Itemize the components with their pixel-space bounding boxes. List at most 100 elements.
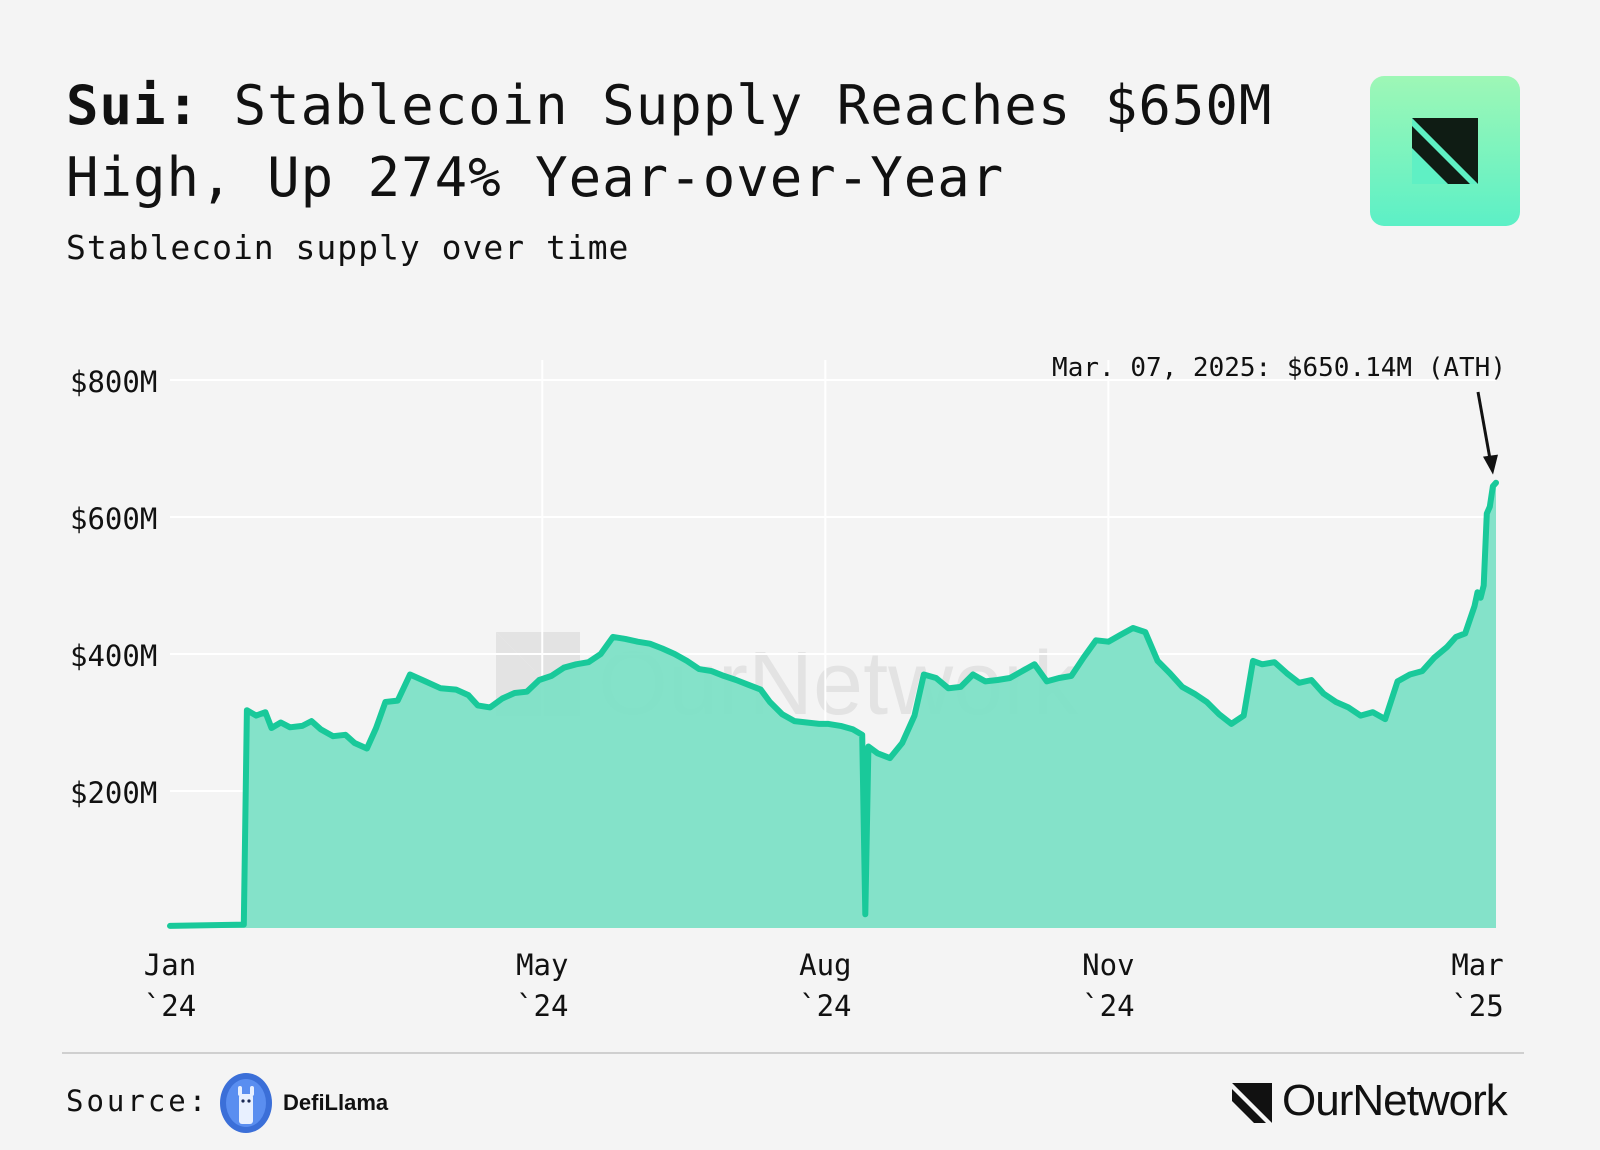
data-point (945, 685, 952, 691)
data-point (911, 713, 918, 719)
data-point (1031, 661, 1038, 667)
data-point (244, 707, 250, 713)
data-point (887, 755, 893, 761)
data-point (1056, 675, 1062, 681)
data-point (779, 711, 785, 717)
data-point (647, 641, 653, 647)
data-point (865, 743, 872, 750)
data-point (1019, 668, 1025, 674)
data-point (1179, 684, 1185, 690)
data-point (330, 733, 336, 739)
data-point (1191, 691, 1198, 697)
x-axis-ticks: Jan `24 May `24 Aug `24 Nov `24 Mar `25 (144, 948, 1504, 1023)
data-point (767, 699, 773, 705)
y-tick-label: $600M (70, 502, 157, 536)
data-point (487, 704, 493, 710)
y-tick-label: $800M (70, 365, 157, 399)
data-point (659, 645, 665, 652)
chart-title-bold: Sui: (66, 74, 201, 137)
data-point (422, 678, 428, 684)
data-point (573, 661, 579, 667)
data-point (1490, 483, 1496, 489)
data-point (536, 677, 542, 683)
data-point (635, 639, 641, 645)
data-point (1007, 675, 1013, 681)
data-point (804, 719, 810, 726)
data-point (1444, 644, 1450, 650)
data-point (1241, 713, 1247, 719)
data-point (1481, 582, 1487, 589)
data-point (1284, 670, 1290, 676)
data-point (684, 658, 690, 664)
data-point (745, 682, 752, 688)
chart-title-rest: Stablecoin Supply Reaches $650M High, Up… (66, 74, 1273, 209)
data-point (1321, 691, 1327, 697)
data-point (1118, 632, 1124, 638)
y-tick-label: $400M (70, 639, 157, 673)
source-label: Source: (66, 1084, 210, 1118)
x-tick-label-month: Mar (1451, 948, 1503, 982)
footer-divider (62, 1052, 1524, 1054)
data-point (958, 684, 964, 690)
data-point (899, 740, 905, 746)
x-tick-label-year: `25 (1451, 989, 1503, 1023)
data-point (167, 923, 173, 929)
data-point (278, 719, 284, 726)
data-point (598, 651, 604, 657)
data-point (1474, 589, 1481, 595)
data-point (308, 718, 315, 724)
data-point (1068, 673, 1074, 679)
x-tick-label-month: Jan (144, 948, 196, 982)
data-point (1081, 654, 1087, 660)
data-point (933, 675, 939, 681)
data-point (921, 671, 927, 678)
data-point (373, 725, 379, 731)
data-point (696, 666, 702, 672)
data-point (395, 698, 401, 704)
data-point (733, 677, 739, 683)
y-tick-label: $200M (70, 776, 157, 810)
data-point (262, 709, 268, 715)
ournetwork-mark-icon (1232, 1083, 1272, 1123)
x-tick-label-month: Aug (799, 948, 851, 982)
ath-annotation: Mar. 07, 2025: $650.14M (ATH) (1052, 353, 1506, 475)
data-point (268, 725, 275, 731)
data-point (758, 687, 764, 693)
data-point (1419, 668, 1425, 674)
source-name: DefiLlama (283, 1090, 389, 1115)
data-point (1484, 511, 1490, 517)
data-point (875, 750, 881, 756)
data-point (499, 695, 505, 702)
chart-subtitle: Stablecoin supply over time (66, 228, 630, 267)
data-point (253, 713, 259, 719)
data-point (1333, 699, 1339, 705)
data-point (1155, 658, 1161, 664)
stablecoin-supply-chart: OurNetwork $200M$400M$600M$800M Jan`24Ma… (70, 353, 1506, 1023)
data-point (1407, 671, 1413, 678)
data-point (1358, 713, 1364, 719)
data-point (299, 723, 305, 729)
data-point (241, 922, 247, 928)
data-point (1394, 678, 1401, 684)
data-point (1216, 711, 1222, 717)
data-point (825, 721, 832, 727)
data-point (1308, 677, 1314, 683)
data-point (475, 702, 481, 708)
x-tick-label-year: `24 (144, 989, 196, 1023)
data-point (453, 687, 459, 693)
data-point (1105, 639, 1111, 645)
x-tick-label-month: May (516, 948, 568, 982)
data-point (1296, 680, 1302, 686)
defillama-llama-icon (218, 1072, 274, 1138)
data-point (1370, 709, 1376, 715)
data-point (791, 718, 798, 724)
data-point (585, 659, 592, 665)
data-point (318, 726, 324, 732)
x-tick-label-year: `24 (1082, 989, 1134, 1023)
y-axis-ticks: $200M $400M $600M $800M (70, 365, 157, 810)
data-point (438, 685, 444, 691)
data-point (1487, 504, 1493, 510)
data-point (1462, 630, 1468, 636)
data-point (850, 726, 856, 732)
data-point (838, 723, 844, 729)
